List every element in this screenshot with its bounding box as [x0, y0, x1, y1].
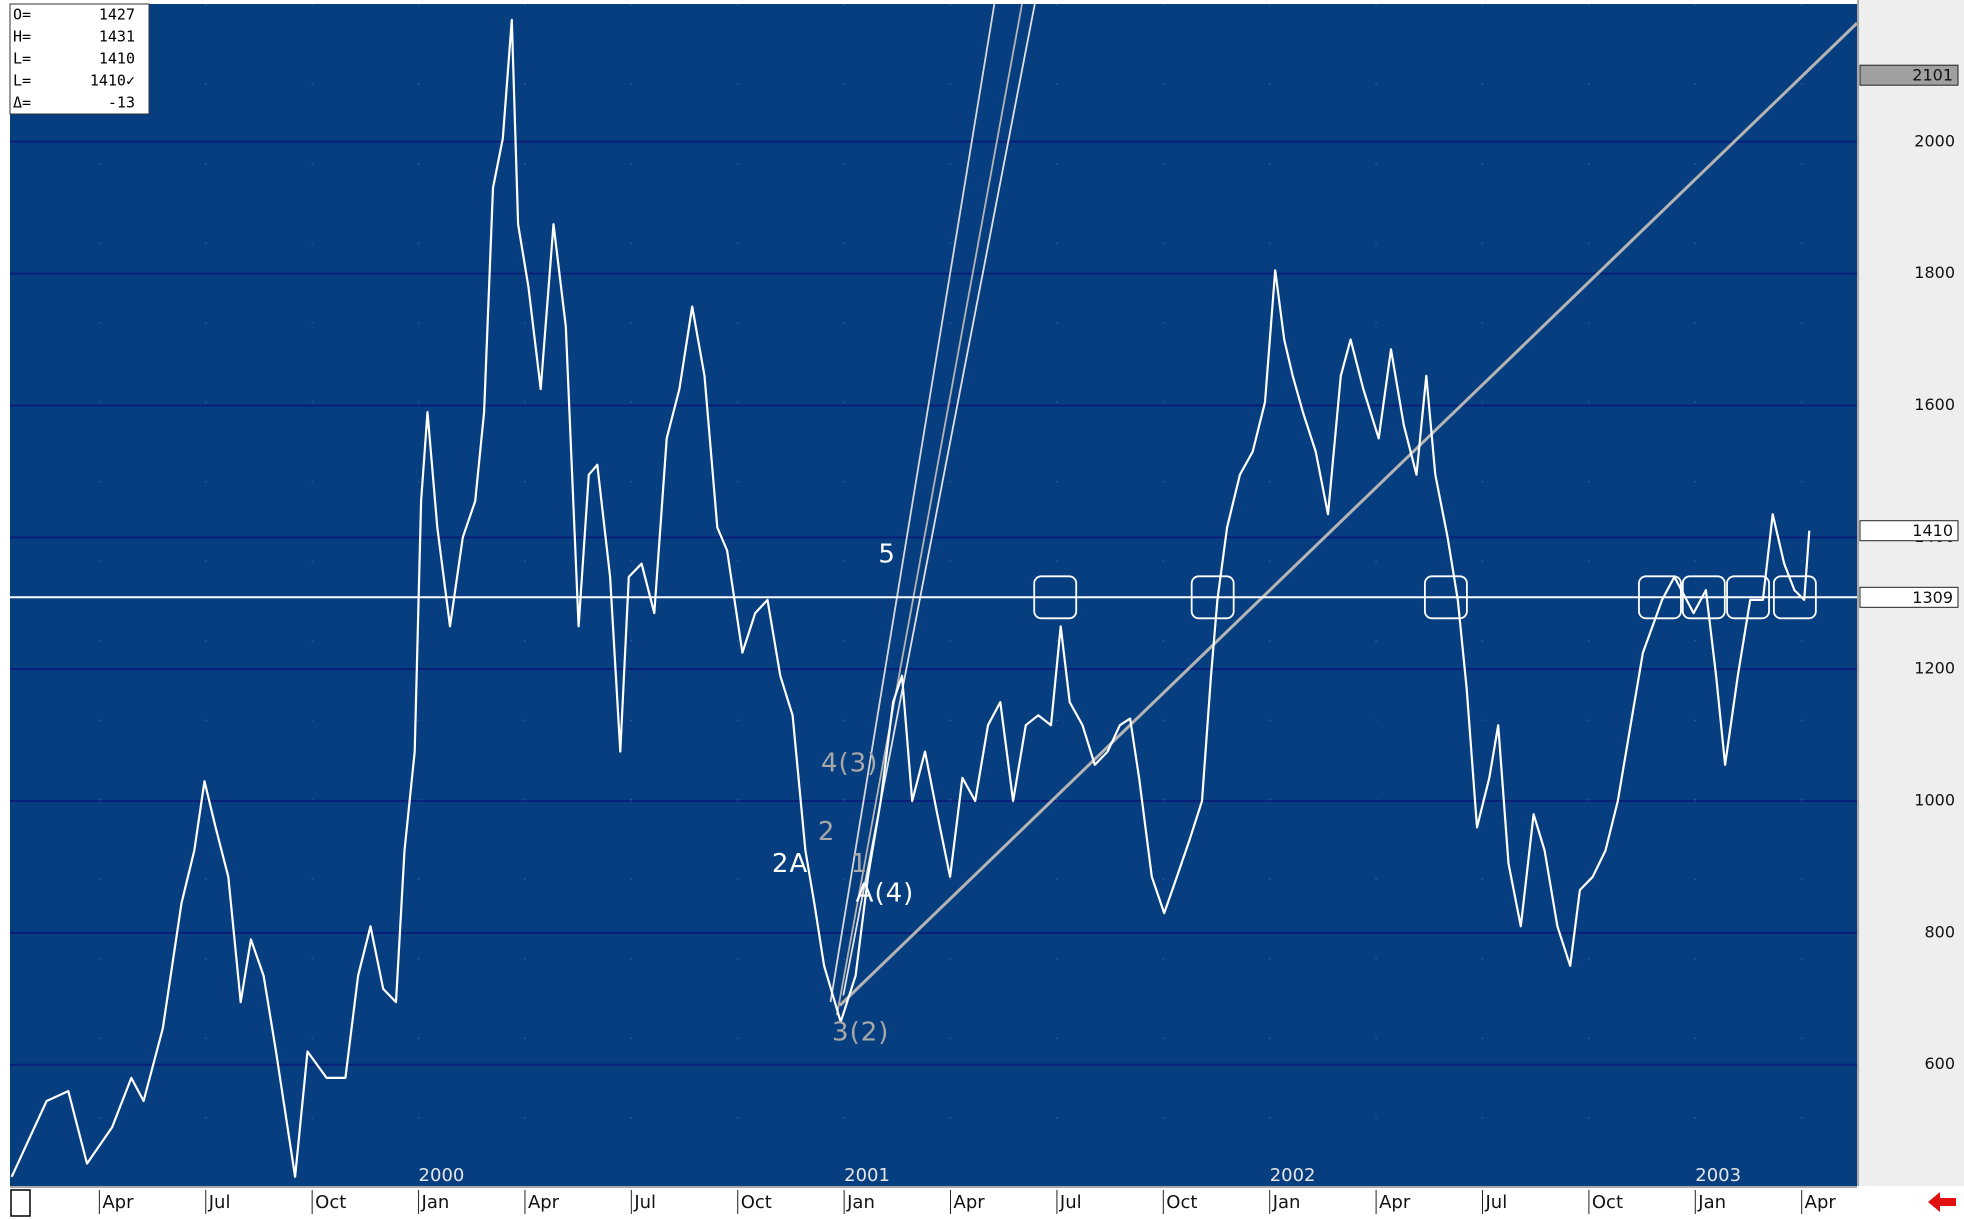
- x-tick-label: Oct: [1166, 1192, 1197, 1213]
- year-label: 2001: [844, 1165, 890, 1186]
- level-touch-box: [1638, 575, 1682, 620]
- price-marker-box: [1859, 520, 1959, 542]
- x-tick-label: Apr: [1805, 1192, 1837, 1213]
- marks-layer: 5 4(3) 2 2A 1A(4) 3(2): [10, 3, 1859, 1178]
- info-value: -13: [108, 94, 135, 112]
- info-key: L=: [13, 50, 31, 68]
- y-tick-label: 800: [1924, 922, 1955, 941]
- price-line: [10, 18, 1811, 1178]
- y-tick-label: 1600: [1914, 395, 1955, 414]
- info-key: Δ=: [13, 94, 31, 112]
- x-tick-label: Jan: [1697, 1192, 1726, 1213]
- x-tick-label: Jul: [1484, 1192, 1507, 1213]
- price-marker-label: 1309: [1912, 588, 1953, 607]
- level-touch-box: [1033, 575, 1078, 620]
- wave-label: 4(3): [821, 749, 878, 779]
- info-value: 1431: [99, 28, 135, 46]
- y-tick-label: 1800: [1914, 263, 1955, 282]
- level-touch-box: [1681, 575, 1726, 620]
- year-label: 2000: [419, 1165, 465, 1186]
- trend-line: [836, 3, 1023, 1016]
- level-touch-box: [1772, 575, 1817, 620]
- x-tick-label: Oct: [741, 1192, 772, 1213]
- wave-label: 3(2): [832, 1018, 889, 1048]
- x-tick-label: Apr: [954, 1192, 986, 1213]
- trend-line: [838, 22, 1859, 1007]
- x-tick-label: Apr: [102, 1192, 134, 1213]
- y-tick-label: 1200: [1914, 659, 1955, 678]
- info-value: 1410: [99, 50, 135, 68]
- x-tick-label: Oct: [315, 1192, 346, 1213]
- x-tick-label: Jan: [846, 1192, 875, 1213]
- level-touch-box: [1726, 575, 1770, 620]
- y-tick-label: 1000: [1914, 791, 1955, 810]
- x-tick-label: Jul: [1059, 1192, 1082, 1213]
- x-tick-label: Oct: [1592, 1192, 1623, 1213]
- axes-layer: 600800100012001400160018002000AprJulOctJ…: [98, 64, 1959, 1214]
- wave-label: 2A: [772, 849, 808, 879]
- info-key: L=: [13, 72, 31, 90]
- wave-label: 1: [851, 849, 869, 879]
- x-tick-label: Jul: [208, 1192, 231, 1213]
- price-marker-box: [1859, 586, 1959, 608]
- info-panel: O= 1427 H= 1431 L= 1410 L= 1410✓ Δ= -13: [9, 3, 150, 115]
- y-tick-label: 600: [1924, 1054, 1955, 1073]
- info-key: O=: [13, 6, 31, 24]
- info-value: 1410✓: [90, 72, 135, 90]
- plot-background: [10, 4, 1857, 1186]
- x-tick-label: Jan: [1272, 1192, 1301, 1213]
- year-label: 2002: [1270, 1165, 1316, 1186]
- wave-label: 2: [818, 817, 836, 847]
- bottom-axis-panel: [0, 1186, 1964, 1220]
- x-tick-label: Apr: [1379, 1192, 1411, 1213]
- x-tick-label: Jan: [421, 1192, 450, 1213]
- info-panel-box: [9, 3, 150, 115]
- price-marker-label: 1410: [1912, 521, 1953, 540]
- level-touch-box: [1190, 575, 1235, 620]
- info-value: 1427: [99, 6, 135, 24]
- scroll-box[interactable]: [10, 1189, 31, 1217]
- x-tick-label: Jul: [633, 1192, 656, 1213]
- year-label: 2003: [1695, 1165, 1741, 1186]
- x-tick-label: Apr: [528, 1192, 560, 1213]
- price-marker-box: [1859, 64, 1959, 86]
- wave-label: A(4): [856, 878, 915, 908]
- level-touch-box: [1423, 575, 1468, 620]
- y-tick-label: 2000: [1914, 131, 1955, 150]
- wave-label: 5: [878, 540, 896, 570]
- info-key: H=: [13, 28, 31, 46]
- scroll-arrow[interactable]: [1928, 1192, 1956, 1212]
- trend-line: [829, 3, 996, 1003]
- price-marker-label: 2101: [1912, 66, 1953, 85]
